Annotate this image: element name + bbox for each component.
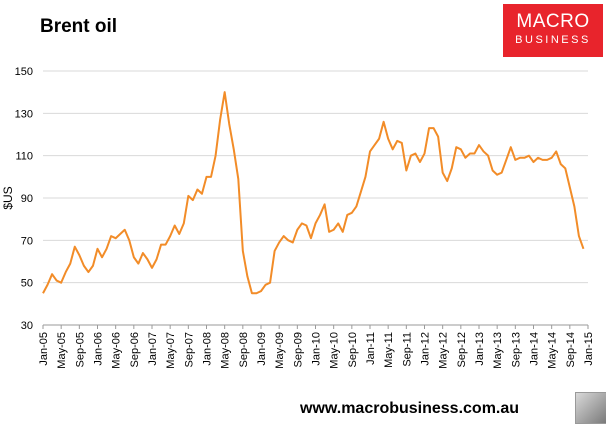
- y-axis-label: $US: [1, 186, 15, 209]
- x-tick-label: May-08: [220, 332, 232, 369]
- x-tick-label: Sep-11: [401, 332, 413, 367]
- logo-line1: MACRO: [516, 11, 590, 32]
- chart-title: Brent oil: [40, 16, 118, 37]
- x-tick-label: May-11: [383, 332, 395, 368]
- x-tick-label: May-14: [547, 332, 559, 369]
- x-tick-label: Jan-11: [365, 332, 377, 365]
- x-tick-label: Sep-12: [456, 332, 468, 367]
- x-tick-label: Sep-10: [347, 332, 359, 367]
- macrobusiness-logo: MACRO BUSINESS: [503, 4, 603, 57]
- x-tick-label: Jan-08: [202, 332, 214, 366]
- x-tick-label: May-05: [56, 332, 68, 369]
- x-tick-label: May-09: [274, 332, 286, 369]
- y-tick-label: 90: [21, 193, 33, 205]
- x-tick-label: Jan-15: [583, 332, 595, 366]
- x-tick-label: May-13: [492, 332, 504, 369]
- x-tick-label: Sep-09: [292, 332, 304, 367]
- x-tick-label: Sep-13: [510, 332, 522, 367]
- x-tick-label: Jan-10: [311, 332, 323, 366]
- gridlines: [43, 70, 588, 326]
- x-tick-label: Sep-05: [74, 332, 86, 367]
- website-url: www.macrobusiness.com.au: [300, 400, 520, 417]
- x-tick-label: May-07: [165, 332, 177, 369]
- x-tick-label: Jan-09: [256, 332, 268, 366]
- x-tick-label: Jan-12: [420, 332, 432, 366]
- x-tick-label: Jan-07: [147, 332, 159, 366]
- series-line: [42, 91, 585, 295]
- x-tick-label: Jan-05: [38, 332, 50, 366]
- x-tick-label: Jan-13: [474, 332, 486, 366]
- y-axis-ticks: 30 50 70 90 110 130 150: [15, 66, 33, 332]
- x-tick-label: Jan-06: [93, 332, 105, 366]
- y-tick-label: 50: [21, 278, 33, 290]
- x-tick-label: Sep-07: [183, 332, 195, 367]
- y-tick-label: 70: [21, 235, 33, 247]
- y-tick-label: 150: [15, 66, 33, 78]
- x-tick-label: May-10: [329, 332, 341, 369]
- x-tick-label: Jan-14: [529, 332, 541, 366]
- x-tick-label: Sep-08: [238, 332, 250, 367]
- y-tick-label: 30: [21, 320, 33, 332]
- x-tick-label: May-12: [438, 332, 450, 369]
- x-axis-ticks: Jan-05 May-05 Sep-05 Jan-06 May-06 Sep-06 Jan-…: [38, 325, 595, 369]
- x-tick-label: Sep-06: [129, 332, 141, 367]
- wolf-logo-icon: [575, 392, 606, 424]
- logo-line2: BUSINESS: [515, 34, 591, 46]
- x-tick-label: May-06: [111, 332, 123, 369]
- x-tick-label: Sep-14: [565, 332, 577, 367]
- y-tick-label: 130: [15, 108, 33, 120]
- y-tick-label: 110: [15, 151, 33, 163]
